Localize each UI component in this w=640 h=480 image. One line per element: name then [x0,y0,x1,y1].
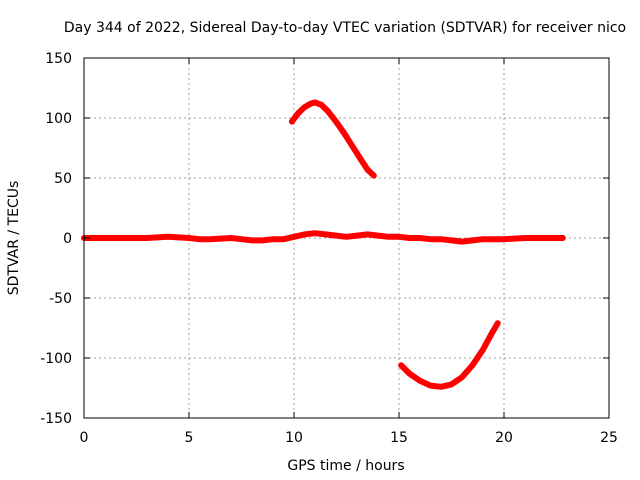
x-tick-label: 10 [285,430,303,446]
data-point [354,233,360,239]
data-point [501,236,507,242]
y-tick-label: 50 [54,171,72,187]
series-arc-lower [398,320,501,390]
data-point [459,374,465,380]
y-tick-label: 150 [45,51,72,67]
data-point [333,233,339,239]
data-point [398,362,404,368]
data-point [459,239,465,245]
data-point [301,104,308,110]
data-point [312,99,318,105]
data-point [144,235,150,241]
y-tick-label: 100 [45,111,72,127]
data-point [112,235,119,241]
data-point [350,144,356,150]
x-tick-label: 20 [495,430,513,446]
data-point [417,378,423,384]
data-point [343,234,350,240]
data-point [480,236,486,242]
data-point [186,235,192,241]
data-point [560,235,566,241]
data-point [480,347,486,353]
data-point [301,231,308,237]
data-point [318,102,324,108]
data-point [259,237,266,243]
data-point [249,237,255,243]
data-point [91,235,98,241]
data-point [333,119,339,125]
data-point [406,371,413,377]
data-point [469,237,476,243]
data-point [495,320,501,326]
data-point [417,235,423,241]
data-point [469,362,476,368]
data-point [238,236,245,242]
data-point [438,384,444,390]
y-tick-label: -150 [40,411,72,427]
data-point [291,234,297,240]
data-point [165,234,171,240]
data-point [295,110,301,116]
data-point [448,381,455,387]
data-point [427,383,434,389]
data-point [543,235,549,241]
y-tick-label: -100 [40,351,72,367]
data-point [341,131,347,137]
data-point [270,236,276,242]
data-point [325,108,331,114]
data-point [438,236,444,242]
data-point [228,235,234,241]
data-point [123,235,129,241]
y-axis-label: SDTVAR / TECUs [6,181,22,296]
data-point [207,236,213,242]
data-point [358,157,364,163]
data-point [364,231,371,237]
data-point [364,167,371,173]
x-tick-label: 15 [390,430,408,446]
data-point [522,235,528,241]
data-point [488,331,494,337]
x-tick-label: 0 [80,430,89,446]
data-point [308,101,314,107]
data-point [448,237,455,243]
x-tick-label: 25 [600,430,618,446]
y-tick-label: 0 [63,231,72,247]
data-point [196,236,203,242]
data-point [396,234,402,240]
data-point [280,236,287,242]
data-point [427,236,434,242]
y-tick-label: -50 [49,291,72,307]
data-point [406,235,413,241]
x-axis-label: GPS time / hours [287,458,404,474]
data-point [289,119,295,125]
data-point [371,173,377,179]
data-point [322,231,329,237]
axis-ticks: -150 -100 -50 0 50 100 150 0 5 10 15 20 25 [40,51,618,446]
data-point [375,233,381,239]
x-tick-label: 5 [185,430,194,446]
data-point [385,234,392,240]
data-point [102,235,108,241]
plot-area [81,99,566,390]
chart-title: Day 344 of 2022, Sidereal Day-to-day VTE… [64,20,626,36]
series-arc-upper [288,99,377,179]
data-point [312,230,318,236]
